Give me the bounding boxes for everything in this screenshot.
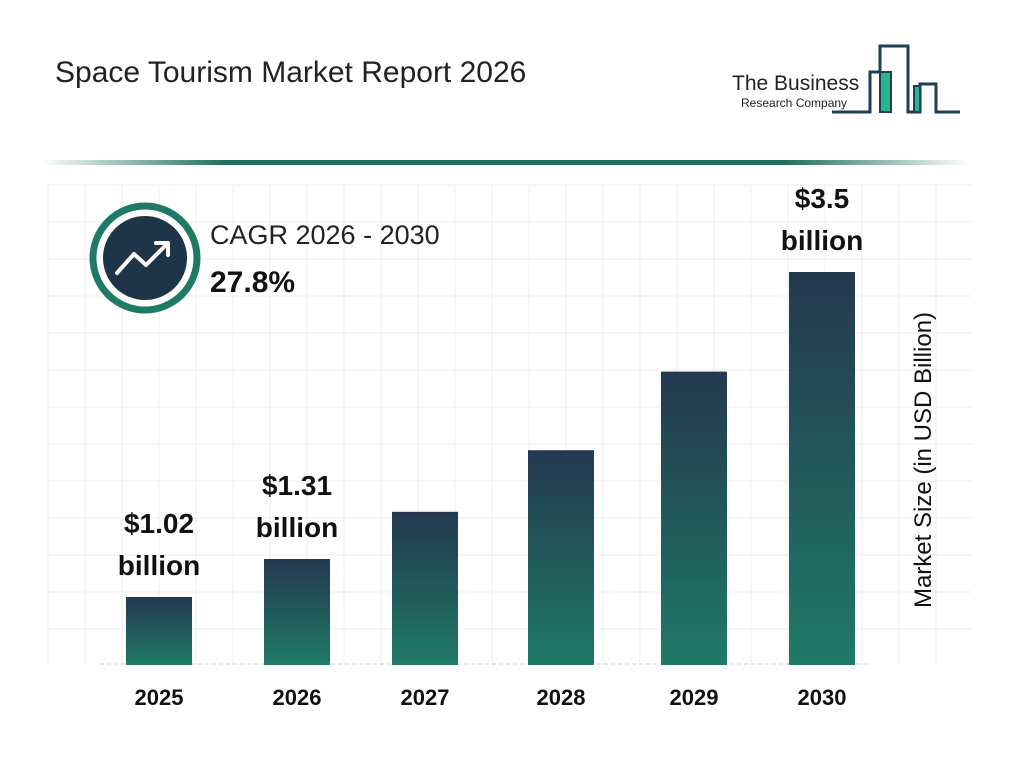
- data-label-unit: billion: [256, 512, 338, 543]
- cagr-icon: [89, 202, 201, 314]
- bar-2029: [661, 371, 727, 665]
- logo-line2: Research Company: [741, 96, 848, 110]
- x-tick-label: 2030: [798, 685, 847, 710]
- x-tick-label: 2025: [135, 685, 184, 710]
- x-tick-label: 2027: [401, 685, 450, 710]
- page-title: Space Tourism Market Report 2026: [55, 56, 527, 89]
- x-tick-label: 2028: [537, 685, 586, 710]
- bar-2030: [789, 272, 855, 665]
- y-axis-label: Market Size (in USD Billion): [910, 311, 937, 609]
- data-label-value: $3.5: [795, 183, 850, 214]
- data-label-unit: billion: [118, 550, 200, 581]
- header-divider: [40, 160, 970, 165]
- cagr-value: 27.8%: [210, 266, 296, 299]
- logo-buildings-icon: [832, 44, 960, 114]
- bar-2026: [264, 558, 330, 665]
- logo-line1: The Business: [732, 72, 860, 95]
- bar-2028: [528, 450, 594, 665]
- data-label-unit: billion: [781, 225, 863, 256]
- bar-2025: [126, 597, 192, 665]
- trending-up-icon: [115, 241, 170, 275]
- x-tick-label: 2029: [670, 685, 719, 710]
- cagr-label: CAGR 2026 - 2030: [210, 220, 440, 250]
- bar-2027: [392, 511, 458, 665]
- data-label-value: $1.31: [262, 470, 332, 501]
- company-logo: The Business Research Company: [732, 44, 964, 116]
- data-label-value: $1.02: [124, 508, 194, 539]
- x-tick-label: 2026: [273, 685, 322, 710]
